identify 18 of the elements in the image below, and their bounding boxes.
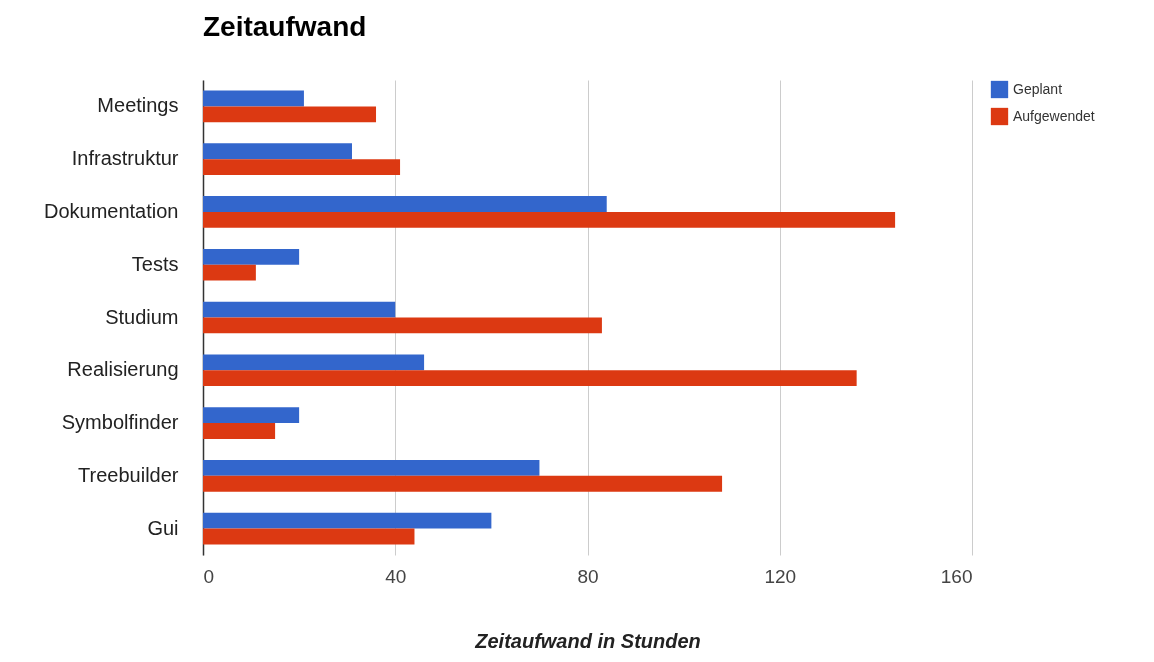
y-tick-label: Dokumentation: [43, 199, 179, 222]
y-tick-label: Meetings: [97, 94, 179, 117]
x-tick-label: 40: [385, 565, 407, 587]
legend-label: Aufgewendet: [1013, 107, 1095, 124]
y-tick-label: Infrastruktur: [71, 147, 179, 170]
y-tick-label: Symbolfinder: [61, 411, 179, 434]
legend-label: Geplant: [1013, 80, 1063, 97]
y-tick-label: Treebuilder: [78, 463, 179, 486]
y-tick-label: Studium: [105, 305, 179, 328]
x-axis-title: Zeitaufwand in Stunden: [474, 629, 701, 652]
chart-title: Zeitaufwand: [203, 11, 367, 42]
x-tick-label: 120: [764, 565, 797, 587]
x-tick-label: 160: [940, 565, 973, 587]
x-tick-label: 80: [577, 565, 599, 587]
y-tick-label: Realisierung: [67, 358, 179, 381]
x-tick-label: 0: [203, 565, 215, 587]
y-tick-label: Gui: [147, 516, 179, 539]
y-tick-label: Tests: [131, 252, 179, 275]
